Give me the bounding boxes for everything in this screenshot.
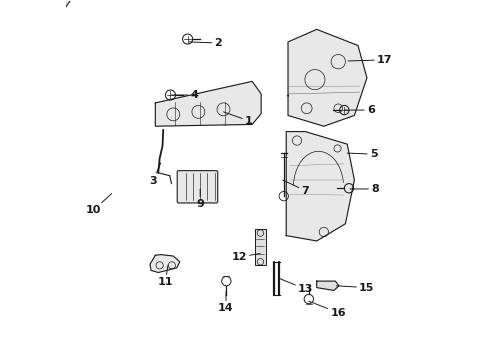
Polygon shape [286, 132, 354, 241]
Polygon shape [150, 255, 180, 273]
Text: 5: 5 [347, 149, 377, 159]
FancyBboxPatch shape [255, 229, 266, 265]
Text: 15: 15 [337, 283, 374, 293]
Text: 17: 17 [348, 55, 392, 65]
Text: 3: 3 [149, 163, 161, 186]
Text: 13: 13 [280, 279, 314, 294]
Text: 1: 1 [223, 112, 253, 126]
Text: 12: 12 [231, 252, 260, 262]
FancyBboxPatch shape [177, 171, 218, 203]
Text: 6: 6 [344, 105, 375, 115]
Text: 2: 2 [190, 38, 222, 48]
Text: 8: 8 [350, 184, 379, 194]
Polygon shape [317, 281, 339, 291]
Text: 10: 10 [85, 194, 112, 216]
Text: 11: 11 [158, 265, 173, 287]
Polygon shape [33, 0, 134, 101]
Polygon shape [288, 30, 367, 126]
Polygon shape [155, 81, 261, 126]
Text: 14: 14 [218, 292, 234, 314]
Text: 7: 7 [283, 180, 309, 196]
Text: 16: 16 [309, 301, 346, 318]
Text: 4: 4 [172, 90, 198, 100]
Text: 9: 9 [196, 189, 204, 210]
